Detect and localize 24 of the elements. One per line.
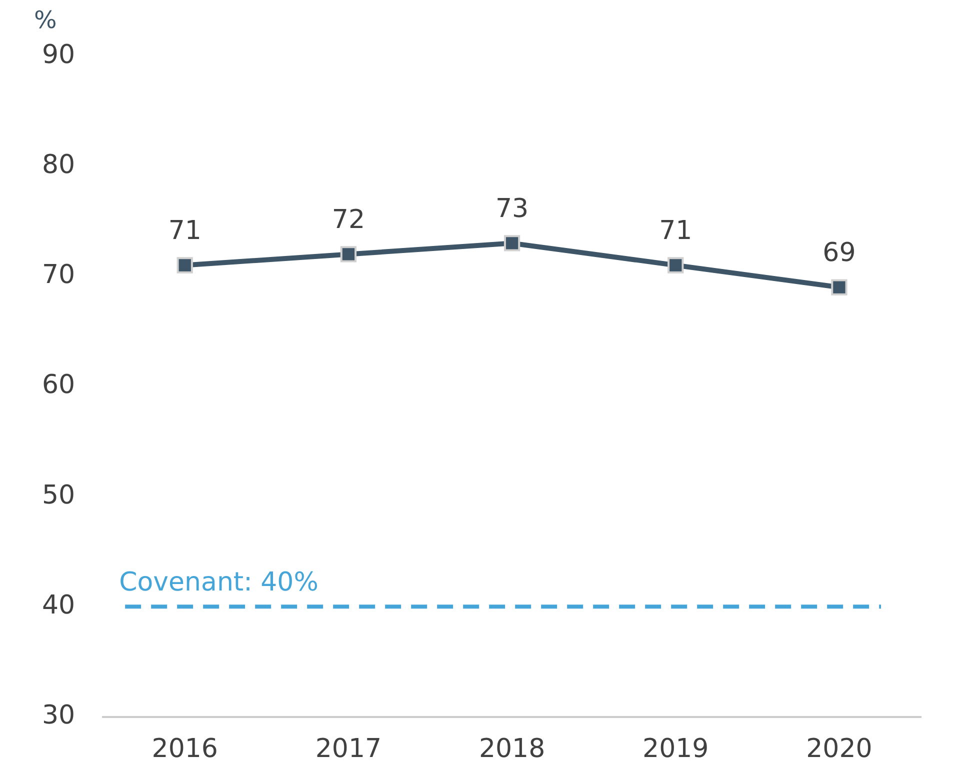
point (340, 246, 357, 262)
data-label: 72 (332, 204, 366, 235)
x-tick-label: 2019 (642, 734, 709, 764)
x-tick-label: 2020 (806, 734, 872, 764)
point (176, 257, 193, 274)
ref-line-label: Covenant: 40% (119, 567, 318, 598)
point (831, 279, 848, 296)
x-tick-label: 2018 (478, 734, 546, 764)
y-tick-label: 80 (42, 150, 76, 180)
x-tick-label: 2016 (152, 734, 218, 764)
data-label: 73 (495, 194, 529, 224)
y-tick-label: 90 (42, 40, 76, 70)
y-tick-label: 40 (42, 590, 76, 620)
data-label: 69 (822, 238, 856, 268)
y-tick-label: 70 (42, 260, 76, 290)
y-axis-title: % (34, 6, 57, 34)
x-tick-label: 2017 (315, 734, 382, 764)
y-tick-label: 50 (42, 480, 76, 510)
point (668, 257, 684, 274)
data-label: 71 (168, 216, 202, 246)
y-tick-label: 60 (42, 370, 76, 400)
point (504, 235, 520, 252)
data-label: 71 (659, 216, 692, 246)
y-tick-label: 30 (42, 700, 76, 731)
